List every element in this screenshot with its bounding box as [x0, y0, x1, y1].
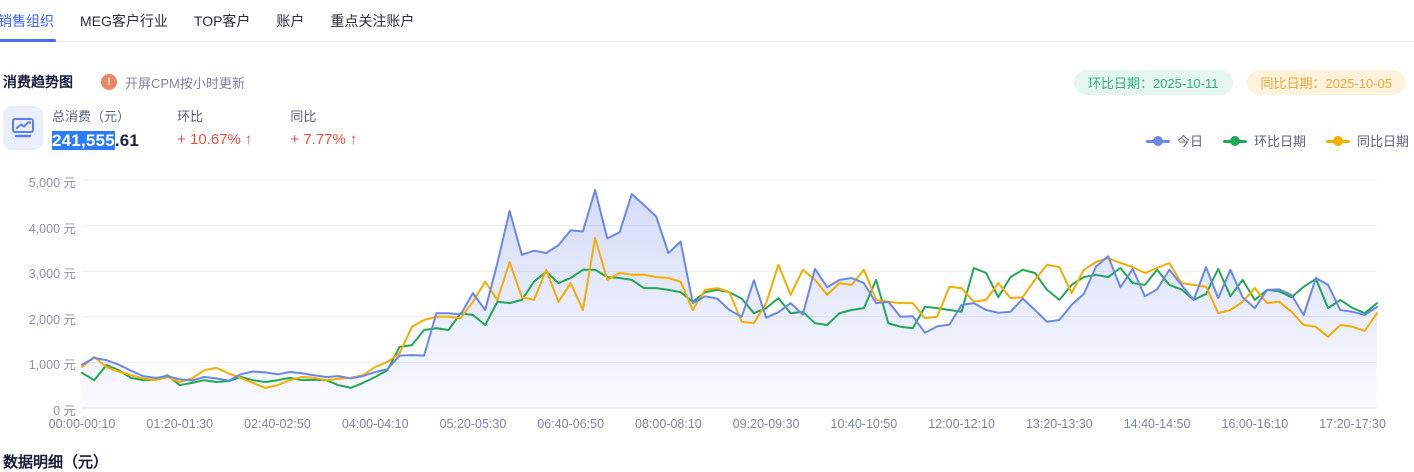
stat-total-value-highlight: 241,555 — [52, 131, 115, 150]
stat-ring-value: + 10.67% ↑ — [177, 131, 253, 148]
alert-icon: ! — [101, 74, 117, 90]
stat-total: 总消费（元） 241,555.61 — [52, 106, 139, 151]
stat-yoy: 同比 + 7.77% ↑ — [290, 106, 357, 148]
x-tick-label: 16:00-16:10 — [1221, 417, 1289, 431]
x-tick-label: 17:20-17:30 — [1319, 417, 1386, 431]
y-tick-label: 2,000 元 — [28, 312, 76, 327]
x-tick-label: 12:00-12:10 — [928, 417, 995, 431]
x-tick-label: 04:00-04:10 — [341, 417, 409, 431]
chart-legend: 今日 环比日期 同比日期 — [1145, 131, 1409, 150]
section-header: 消费趋势图 ! 开屏CPM按小时更新 环比日期：2025-10-11 同比日期：… — [3, 69, 1406, 95]
x-tick-label: 00:00-00:10 — [48, 417, 116, 431]
x-tick-label: 06:40-06:50 — [537, 417, 605, 431]
x-tick-label: 05:20-05:30 — [439, 417, 507, 431]
stats-row: 总消费（元） 241,555.61 环比 + 10.67% ↑ 同比 + 7.77… — [3, 106, 395, 151]
data-detail-title: 数据明细（元） — [3, 454, 109, 471]
tab-bar: 销售组织 MEG客户行业 TOP客户 账户 重点关注账户 — [0, 0, 1414, 42]
x-tick-label: 01:20-01:30 — [146, 417, 214, 431]
legend-item-1[interactable]: 环比日期 — [1222, 131, 1306, 150]
y-tick-label: 4,000 元 — [28, 221, 76, 236]
tab-2[interactable]: TOP客户 — [193, 12, 251, 29]
legend-marker-icon — [1325, 135, 1350, 146]
trend-chart-icon — [3, 106, 43, 150]
stat-yoy-label: 同比 — [290, 109, 317, 124]
x-tick-label: 08:00-08:10 — [635, 417, 702, 431]
date-badges: 环比日期：2025-10-11 同比日期：2025-10-05 — [1073, 69, 1406, 95]
tab-1[interactable]: MEG客户行业 — [80, 12, 168, 29]
ring-date-badge: 环比日期：2025-10-11 — [1073, 69, 1233, 95]
y-tick-label: 5,000 元 — [28, 176, 76, 190]
up-arrow-icon: ↑ — [349, 131, 358, 148]
yoy-date-badge: 同比日期：2025-10-05 — [1246, 69, 1406, 95]
x-tick-label: 02:40-02:50 — [244, 417, 311, 431]
y-tick-label: 3,000 元 — [28, 267, 76, 282]
stat-ring-label: 环比 — [177, 109, 204, 124]
legend-marker-icon — [1145, 135, 1170, 146]
x-tick-label: 14:40-14:50 — [1123, 417, 1191, 431]
legend-item-2[interactable]: 同比日期 — [1325, 131, 1409, 150]
tab-4[interactable]: 重点关注账户 — [330, 12, 415, 29]
legend-label: 同比日期 — [1356, 134, 1409, 149]
stat-ring: 环比 + 10.67% ↑ — [177, 106, 252, 148]
legend-marker-icon — [1222, 135, 1247, 146]
x-tick-label: 13:20-13:30 — [1025, 417, 1093, 431]
y-tick-label: 0 元 — [53, 404, 76, 418]
tab-0[interactable]: 销售组织 — [0, 0, 56, 42]
legend-label: 今日 — [1176, 134, 1203, 149]
y-tick-label: 1,000 元 — [28, 358, 76, 373]
page-title: 消费趋势图 — [3, 74, 73, 90]
tab-3[interactable]: 账户 — [276, 12, 305, 29]
trend-chart-plot[interactable] — [82, 180, 1377, 408]
up-arrow-icon: ↑ — [244, 131, 253, 148]
legend-item-0[interactable]: 今日 — [1145, 131, 1203, 150]
update-notice: ! 开屏CPM按小时更新 — [101, 73, 245, 92]
stat-total-label: 总消费（元） — [52, 109, 131, 124]
legend-label: 环比日期 — [1253, 134, 1306, 149]
x-tick-label: 10:40-10:50 — [830, 417, 898, 431]
stat-total-value: 241,555.61 — [52, 131, 139, 151]
x-tick-label: 09:20-09:30 — [732, 417, 800, 431]
stat-yoy-value: + 7.77% ↑ — [290, 131, 358, 148]
stat-total-value-decimals: .61 — [114, 131, 140, 150]
update-notice-text: 开屏CPM按小时更新 — [125, 75, 245, 91]
